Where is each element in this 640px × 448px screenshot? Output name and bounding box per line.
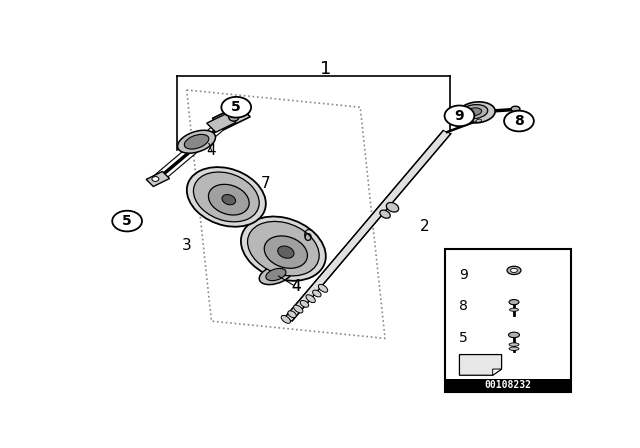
Ellipse shape bbox=[458, 102, 495, 123]
Ellipse shape bbox=[461, 105, 488, 119]
Ellipse shape bbox=[241, 216, 326, 281]
Ellipse shape bbox=[178, 130, 216, 153]
Circle shape bbox=[229, 114, 239, 121]
Ellipse shape bbox=[300, 301, 308, 307]
Polygon shape bbox=[284, 130, 451, 321]
Ellipse shape bbox=[264, 236, 307, 268]
Ellipse shape bbox=[281, 315, 291, 323]
Circle shape bbox=[221, 97, 251, 117]
Text: 2: 2 bbox=[420, 219, 429, 234]
Ellipse shape bbox=[318, 284, 328, 292]
Text: 5: 5 bbox=[232, 100, 241, 114]
Ellipse shape bbox=[312, 290, 321, 297]
Ellipse shape bbox=[380, 210, 390, 218]
Ellipse shape bbox=[507, 266, 521, 275]
Polygon shape bbox=[212, 105, 250, 129]
Ellipse shape bbox=[248, 221, 319, 276]
Ellipse shape bbox=[464, 117, 470, 120]
Polygon shape bbox=[460, 354, 502, 375]
Text: 4: 4 bbox=[291, 279, 301, 294]
Ellipse shape bbox=[509, 343, 519, 346]
Text: 3: 3 bbox=[182, 238, 191, 253]
Ellipse shape bbox=[193, 172, 259, 222]
Ellipse shape bbox=[222, 194, 236, 205]
Ellipse shape bbox=[306, 295, 316, 302]
Ellipse shape bbox=[278, 246, 294, 258]
Ellipse shape bbox=[209, 184, 249, 215]
Ellipse shape bbox=[509, 347, 519, 350]
Circle shape bbox=[228, 114, 239, 121]
Circle shape bbox=[445, 106, 474, 126]
Bar bbox=[445, 379, 571, 392]
Text: 9: 9 bbox=[454, 109, 464, 123]
Bar bbox=[445, 249, 571, 392]
Ellipse shape bbox=[387, 202, 399, 212]
Text: 00108232: 00108232 bbox=[484, 380, 531, 390]
Polygon shape bbox=[207, 113, 236, 132]
Ellipse shape bbox=[454, 109, 458, 112]
Ellipse shape bbox=[511, 106, 520, 112]
Ellipse shape bbox=[511, 268, 518, 272]
Ellipse shape bbox=[467, 108, 482, 116]
Text: 4: 4 bbox=[291, 279, 301, 294]
Ellipse shape bbox=[266, 268, 286, 281]
Circle shape bbox=[152, 177, 159, 181]
Text: 1: 1 bbox=[320, 60, 332, 78]
Text: 4: 4 bbox=[207, 143, 216, 158]
Ellipse shape bbox=[509, 300, 519, 305]
Text: 5: 5 bbox=[459, 332, 468, 345]
Ellipse shape bbox=[288, 311, 296, 318]
Ellipse shape bbox=[509, 308, 518, 311]
Text: 8: 8 bbox=[459, 298, 468, 313]
Ellipse shape bbox=[476, 119, 482, 122]
Polygon shape bbox=[493, 369, 502, 375]
Text: 5: 5 bbox=[122, 214, 132, 228]
Ellipse shape bbox=[294, 305, 303, 313]
Polygon shape bbox=[146, 172, 170, 186]
Circle shape bbox=[504, 111, 534, 131]
Ellipse shape bbox=[509, 332, 520, 338]
Text: 9: 9 bbox=[459, 267, 468, 281]
Ellipse shape bbox=[468, 118, 474, 121]
Ellipse shape bbox=[259, 264, 292, 284]
Text: 7: 7 bbox=[261, 176, 271, 190]
Text: 6: 6 bbox=[303, 229, 313, 244]
Circle shape bbox=[112, 211, 142, 232]
Ellipse shape bbox=[187, 167, 266, 227]
Text: 8: 8 bbox=[514, 114, 524, 128]
Ellipse shape bbox=[472, 119, 477, 121]
Ellipse shape bbox=[184, 134, 209, 149]
